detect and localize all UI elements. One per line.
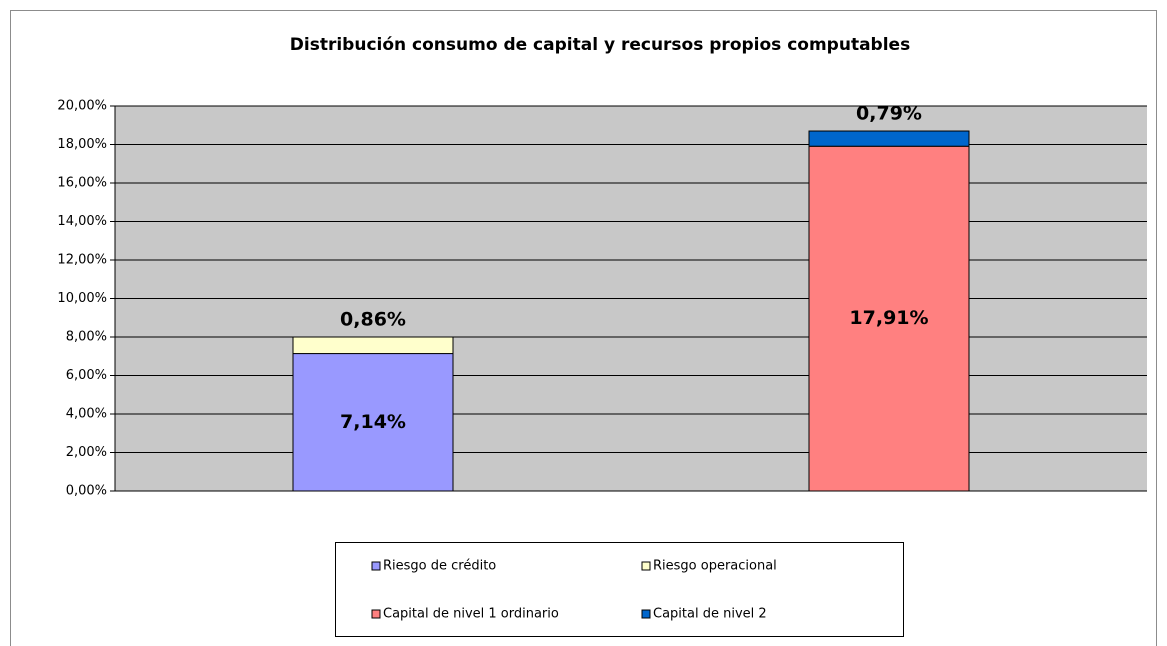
data-label: 0,79% <box>856 103 922 125</box>
y-tick-label: 18,00% <box>57 137 107 152</box>
legend-label: Capital de nivel 1 ordinario <box>383 607 559 622</box>
legend-label: Riesgo de crédito <box>383 559 496 574</box>
y-tick-label: 2,00% <box>66 445 107 460</box>
y-tick-label: 4,00% <box>66 407 107 422</box>
bar-segment <box>808 145 970 492</box>
legend-swatch <box>641 561 651 571</box>
legend-swatch <box>371 561 381 571</box>
y-tick-label: 0,00% <box>66 484 107 499</box>
legend-swatch <box>371 609 381 619</box>
y-tick-label: 12,00% <box>57 253 107 268</box>
legend <box>335 542 904 637</box>
legend-label: Capital de nivel 2 <box>653 607 767 622</box>
bar-segment <box>292 353 454 492</box>
y-tick-label: 10,00% <box>57 291 107 306</box>
data-label: 7,14% <box>340 411 406 433</box>
legend-swatch <box>641 609 651 619</box>
chart-title: Distribución consumo de capital y recurs… <box>290 35 910 55</box>
y-tick-label: 6,00% <box>66 368 107 383</box>
bar-segment <box>292 336 454 355</box>
data-label: 17,91% <box>849 307 928 329</box>
data-label: 0,86% <box>340 309 406 331</box>
y-tick-label: 14,00% <box>57 214 107 229</box>
y-tick-label: 16,00% <box>57 176 107 191</box>
y-tick-label: 20,00% <box>57 99 107 114</box>
legend-label: Riesgo operacional <box>653 559 777 574</box>
y-tick-label: 8,00% <box>66 330 107 345</box>
bar-segment <box>808 130 970 147</box>
